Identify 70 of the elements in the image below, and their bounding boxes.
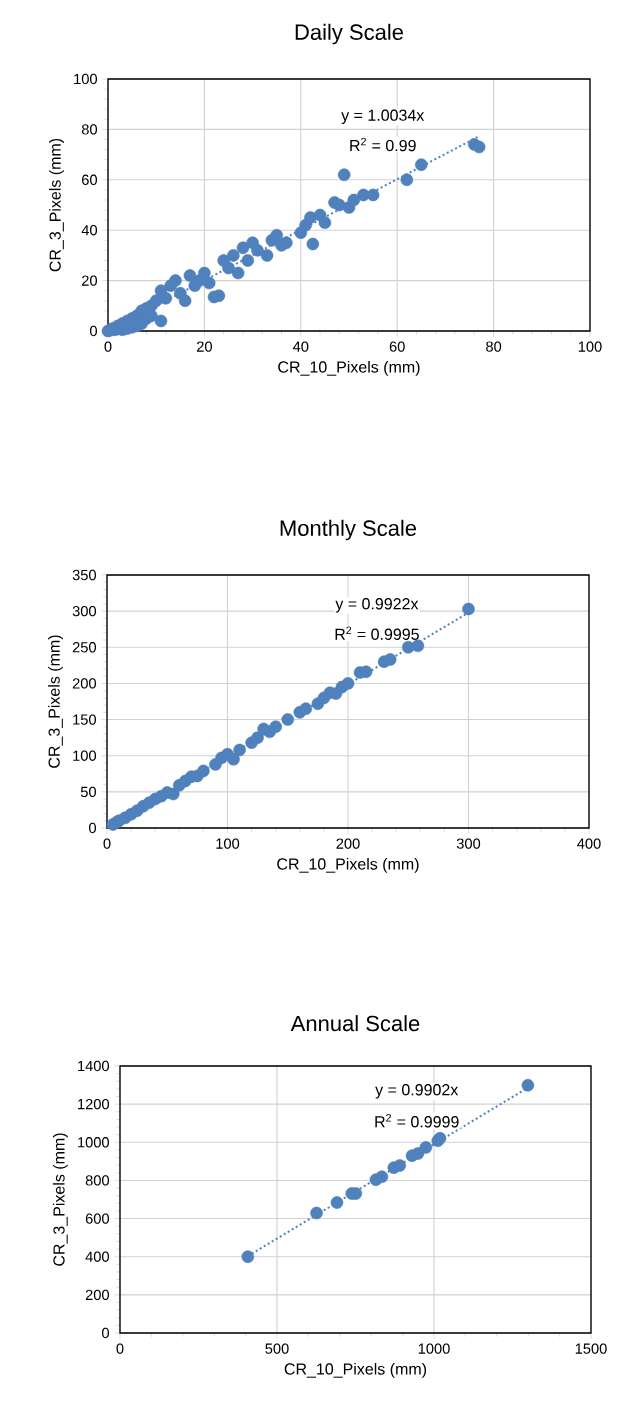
y-tick-label: 600 [85,1213,110,1224]
point [521,1078,535,1092]
x-tick-label: 1500 [575,1343,607,1354]
y-tick-label: 250 [72,642,97,653]
annotation: R$^{2}$ = 0.9995 [335,626,419,640]
y-tick-label: 20 [82,275,98,286]
annotation: R$^{2}$ = 0.9999 [375,1114,459,1128]
y-tick-label: 1200 [78,1098,109,1110]
y-tick-label: 60 [82,174,98,185]
x-tick-label: 80 [486,341,502,352]
point [241,1250,255,1263]
x-tick-label: 0 [116,1343,124,1354]
x-tick-label: 20 [196,341,212,352]
y-tick-label: 300 [72,605,97,617]
x-tick-label: 100 [578,341,602,352]
y-tick-label: 200 [72,678,97,689]
y-axis-title: CR_3_Pixels (mm) [49,138,64,272]
x-tick-label: 100 [216,838,240,849]
point [269,720,282,734]
point [251,731,264,744]
point [227,753,240,766]
chart-title: Daily Scale [295,23,403,45]
point [281,713,295,726]
x-axis-title: CR_10_Pixels (mm) [278,360,420,376]
x-tick-label: 60 [389,341,405,352]
y-tick-label: 100 [73,750,97,761]
x-tick-label: 1000 [418,1343,450,1354]
point [393,1159,407,1172]
point [310,1206,323,1220]
y-tick-label: 800 [85,1175,110,1186]
point [411,639,425,653]
annotation: R$^{2}$ = 0.99 [350,137,416,152]
point [233,743,246,757]
point [167,787,180,801]
chart-title: Annual Scale [290,1015,420,1032]
y-axis-title: CR_3_Pixels (mm) [48,635,63,768]
x-tick-label: 400 [577,838,601,849]
y-tick-label: 200 [85,1289,110,1301]
point [383,653,397,666]
point [462,602,475,616]
annotation: y = 0.9922x [335,598,419,613]
x-tick-label: 500 [265,1343,289,1354]
point [411,1147,425,1160]
point [375,1170,389,1184]
y-tick-label: 1400 [78,1060,109,1072]
y-tick-label: 100 [74,73,98,85]
y-tick-label: 40 [81,225,98,236]
y-tick-label: 0 [89,822,97,834]
x-tick-label: 40 [292,341,309,352]
point [341,677,355,690]
x-axis-title: CR_10_Pixels (mm) [277,857,419,873]
y-tick-label: 0 [102,1327,110,1339]
point [197,764,210,778]
chart-title: Monthly Scale [280,519,417,541]
y-tick-label: 80 [81,124,98,135]
y-tick-label: 400 [85,1251,110,1262]
y-tick-label: 0 [90,325,98,337]
y-tick-label: 50 [80,786,97,798]
annotation: y = 1.0034x [341,109,425,125]
y-axis-title: CR_3_Pixels (mm) [52,1133,68,1266]
point [330,1196,344,1209]
x-tick-label: 300 [456,838,481,849]
x-tick-label: 200 [336,838,360,849]
y-tick-label: 1000 [78,1137,109,1148]
y-tick-label: 350 [72,569,97,581]
x-axis-title: CR_10_Pixels (mm) [284,1362,427,1378]
point [299,702,313,715]
annotation: y = 0.9902x [375,1084,459,1099]
point [419,1141,433,1154]
y-tick-label: 150 [73,714,97,725]
